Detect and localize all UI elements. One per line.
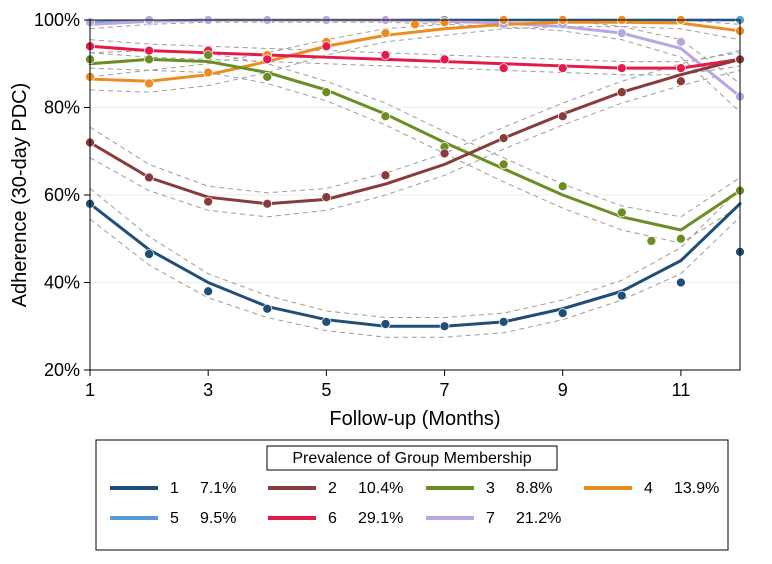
x-axis-label: Follow-up (Months) bbox=[329, 408, 500, 430]
series-marker-2 bbox=[676, 77, 685, 86]
series-marker-4 bbox=[411, 20, 420, 29]
y-tick-label: 60% bbox=[44, 185, 80, 205]
series-marker-2 bbox=[381, 171, 390, 180]
legend-id-6: 6 bbox=[328, 510, 337, 527]
legend-title: Prevalence of Group Membership bbox=[292, 450, 531, 467]
series-marker-1 bbox=[145, 250, 154, 259]
y-axis-label: Adherence (30-day PDC) bbox=[9, 83, 31, 308]
series-marker-6 bbox=[440, 55, 449, 64]
series-marker-1 bbox=[558, 309, 567, 318]
x-tick-label: 11 bbox=[672, 380, 691, 400]
series-marker-1 bbox=[204, 287, 213, 296]
series-marker-1 bbox=[263, 304, 272, 313]
series-marker-6 bbox=[558, 64, 567, 73]
legend-pct-1: 7.1% bbox=[200, 480, 236, 497]
series-marker-2 bbox=[558, 112, 567, 121]
legend-id-3: 3 bbox=[486, 480, 495, 497]
series-marker-3 bbox=[558, 182, 567, 191]
x-tick-label: 1 bbox=[85, 380, 95, 400]
legend-pct-4: 13.9% bbox=[674, 480, 719, 497]
series-marker-2 bbox=[322, 193, 331, 202]
series-marker-3 bbox=[381, 112, 390, 121]
adherence-chart: 1 3 5 7 9 11 20% 40% 60% 80% 100% Follow-up (Months… bbox=[0, 0, 772, 564]
series-marker-4 bbox=[145, 79, 154, 88]
y-tick-label: 20% bbox=[44, 360, 80, 380]
series-marker-1 bbox=[499, 317, 508, 326]
y-tick-label: 100% bbox=[34, 10, 80, 30]
series-marker-3 bbox=[145, 55, 154, 64]
series-marker-3 bbox=[204, 51, 213, 60]
series-marker-3 bbox=[322, 88, 331, 97]
series-marker-3 bbox=[676, 234, 685, 243]
legend-pct-2: 10.4% bbox=[358, 480, 403, 497]
series-marker-3 bbox=[263, 72, 272, 81]
series-marker-2 bbox=[440, 149, 449, 158]
series-marker-1 bbox=[322, 317, 331, 326]
series-marker-6 bbox=[617, 64, 626, 73]
legend-pct-3: 8.8% bbox=[516, 480, 552, 497]
y-tick-label: 40% bbox=[44, 273, 80, 293]
series-marker-3 bbox=[647, 236, 656, 245]
series-marker-3 bbox=[499, 160, 508, 169]
series-marker-6 bbox=[263, 55, 272, 64]
series-marker-2 bbox=[263, 199, 272, 208]
series-marker-1 bbox=[676, 278, 685, 287]
series-marker-6 bbox=[381, 51, 390, 60]
legend-id-1: 1 bbox=[170, 480, 179, 497]
series-marker-4 bbox=[204, 68, 213, 77]
series-marker-6 bbox=[676, 64, 685, 73]
series-marker-2 bbox=[145, 173, 154, 182]
legend-id-4: 4 bbox=[644, 480, 653, 497]
series-marker-3 bbox=[617, 208, 626, 217]
y-tick-label: 80% bbox=[44, 98, 80, 118]
legend-pct-6: 29.1% bbox=[358, 510, 403, 527]
series-marker-2 bbox=[617, 88, 626, 97]
series-marker-6 bbox=[499, 64, 508, 73]
legend-id-7: 7 bbox=[486, 510, 495, 527]
x-tick-label: 9 bbox=[558, 380, 568, 400]
series-marker-7 bbox=[676, 37, 685, 46]
legend-pct-7: 21.2% bbox=[516, 510, 561, 527]
series-marker-1 bbox=[381, 320, 390, 329]
series-marker-2 bbox=[499, 134, 508, 143]
series-marker-6 bbox=[145, 46, 154, 55]
series-marker-1 bbox=[440, 322, 449, 331]
legend-id-5: 5 bbox=[170, 510, 179, 527]
series-marker-6 bbox=[322, 42, 331, 51]
series-marker-2 bbox=[204, 197, 213, 206]
x-tick-label: 3 bbox=[203, 380, 213, 400]
legend-pct-5: 9.5% bbox=[200, 510, 236, 527]
x-tick-label: 7 bbox=[440, 380, 450, 400]
legend-id-2: 2 bbox=[328, 480, 337, 497]
series-marker-4 bbox=[440, 18, 449, 27]
series-marker-4 bbox=[381, 29, 390, 38]
series-marker-1 bbox=[617, 291, 626, 300]
series-marker-7 bbox=[617, 29, 626, 38]
x-tick-label: 5 bbox=[321, 380, 331, 400]
